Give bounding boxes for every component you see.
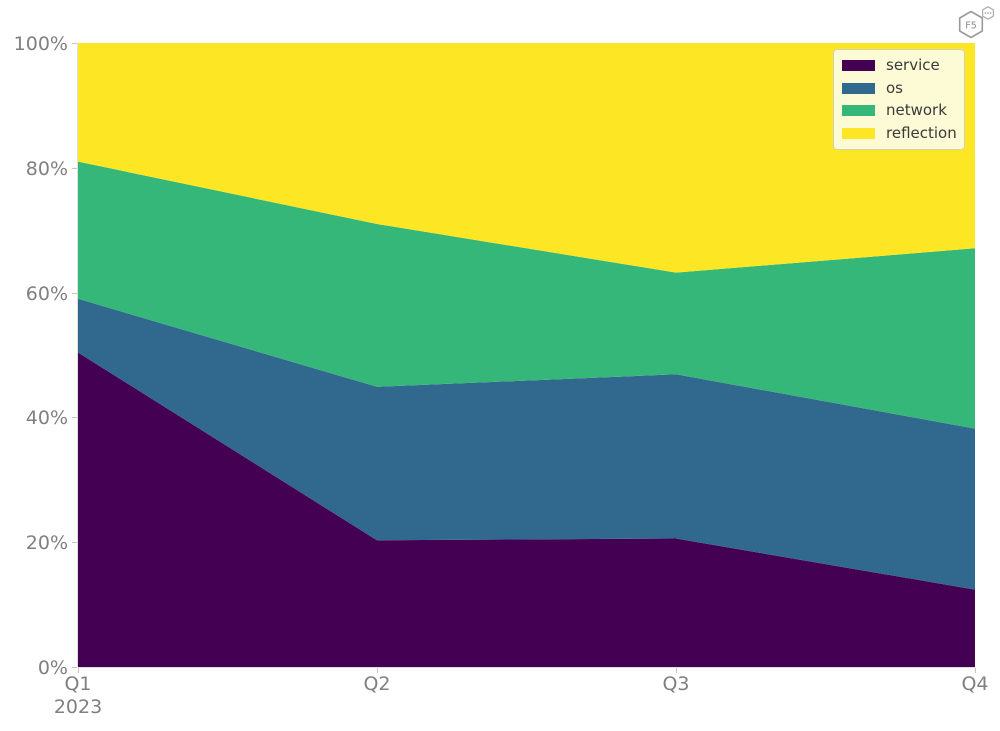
area-os [78, 298, 975, 590]
y-axis-spine [77, 43, 78, 667]
legend: service os network reflection [833, 49, 965, 150]
x-tick-mark [377, 668, 378, 673]
x-tick-label: Q2 [363, 673, 391, 695]
area-network [78, 161, 975, 429]
f5-watermark-text: F5 [965, 21, 977, 32]
f5-logo-watermark-icon: F5 [958, 6, 995, 39]
y-tick-mark [72, 667, 77, 668]
y-tick-label: 40% [25, 407, 68, 430]
legend-item-network: network [842, 102, 956, 121]
legend-swatch-network [842, 105, 875, 117]
y-tick-mark [72, 417, 77, 419]
legend-label: os [886, 78, 903, 97]
stacked-area-plot [78, 43, 975, 667]
legend-item-os: os [842, 79, 956, 98]
legend-swatch-os [842, 82, 875, 94]
x-axis-spine [78, 667, 975, 668]
x-tick-label: Q1 2023 [53, 673, 103, 718]
y-tick-mark [72, 167, 77, 169]
y-tick-mark [72, 292, 77, 294]
legend-swatch-service [842, 59, 875, 71]
legend-label: network [886, 101, 947, 120]
legend-item-reflection: reflection [842, 124, 957, 143]
legend-label: reflection [886, 124, 957, 143]
x-tick-mark [975, 668, 976, 673]
x-tick-label: Q3 [662, 673, 690, 695]
legend-item-service: service [842, 56, 956, 75]
x-tick-label: Q4 [961, 673, 989, 695]
legend-label: service [886, 55, 940, 74]
y-tick-label: 20% [25, 532, 68, 555]
y-tick-label: 80% [25, 157, 68, 180]
y-tick-mark [72, 542, 77, 544]
y-tick-label: 60% [25, 282, 68, 305]
y-tick-label: 0% [37, 657, 68, 679]
y-tick-mark [72, 43, 77, 44]
legend-swatch-reflection [842, 128, 875, 140]
x-tick-mark [676, 668, 677, 673]
y-tick-label: 100% [13, 33, 68, 55]
area-reflection [78, 43, 975, 273]
area-service [78, 352, 975, 667]
x-tick-mark [78, 668, 79, 673]
